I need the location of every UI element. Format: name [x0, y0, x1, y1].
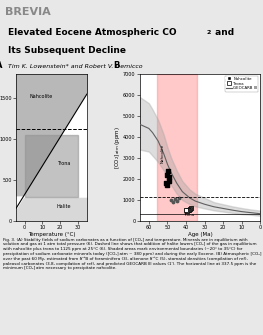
- Text: A: A: [0, 61, 2, 70]
- Point: [184, 207, 188, 213]
- Point: [176, 195, 181, 201]
- Point: [167, 179, 171, 184]
- Point: [171, 199, 175, 205]
- Point: [187, 208, 191, 213]
- Point: [188, 207, 192, 212]
- Point: [185, 208, 189, 213]
- Y-axis label: [CO$_2$]$_{atm}$ (ppm): [CO$_2$]$_{atm}$ (ppm): [113, 126, 122, 169]
- Legend: Nahcolite, Trona, GEOCARB III: Nahcolite, Trona, GEOCARB III: [225, 76, 259, 91]
- Point: [166, 168, 170, 173]
- Text: Fig. 3. (A) Stability fields of sodium carbonates as a function of [CO₂] and tem: Fig. 3. (A) Stability fields of sodium c…: [3, 238, 261, 270]
- Text: Elevated Eocene Atmospheric CO: Elevated Eocene Atmospheric CO: [8, 28, 176, 37]
- Text: Trona: Trona: [57, 161, 70, 166]
- Text: and: and: [212, 28, 234, 37]
- Text: 2: 2: [206, 30, 211, 35]
- Point: [186, 207, 190, 212]
- Point: [164, 181, 168, 186]
- X-axis label: Age (Ma): Age (Ma): [188, 232, 212, 237]
- Text: Its Subsequent Decline: Its Subsequent Decline: [8, 46, 126, 55]
- Bar: [25, 135, 78, 197]
- Text: BREVIA: BREVIA: [5, 7, 51, 17]
- Bar: [157, 74, 197, 221]
- Point: [167, 174, 171, 180]
- Text: Nahcolite: Nahcolite: [161, 144, 165, 163]
- X-axis label: Temperature (°C): Temperature (°C): [28, 232, 75, 237]
- Text: B: B: [113, 61, 119, 70]
- Text: Trona: Trona: [183, 213, 194, 217]
- Point: [165, 183, 170, 188]
- Text: Tim K. Lowenstein* and Robert V. Demicco: Tim K. Lowenstein* and Robert V. Demicco: [8, 64, 143, 69]
- Point: [173, 196, 177, 202]
- Text: Halite: Halite: [57, 204, 71, 209]
- Point: [169, 197, 173, 203]
- Point: [175, 198, 179, 204]
- Point: [165, 172, 169, 178]
- Text: Nahcolite: Nahcolite: [30, 94, 53, 99]
- Point: [189, 205, 193, 211]
